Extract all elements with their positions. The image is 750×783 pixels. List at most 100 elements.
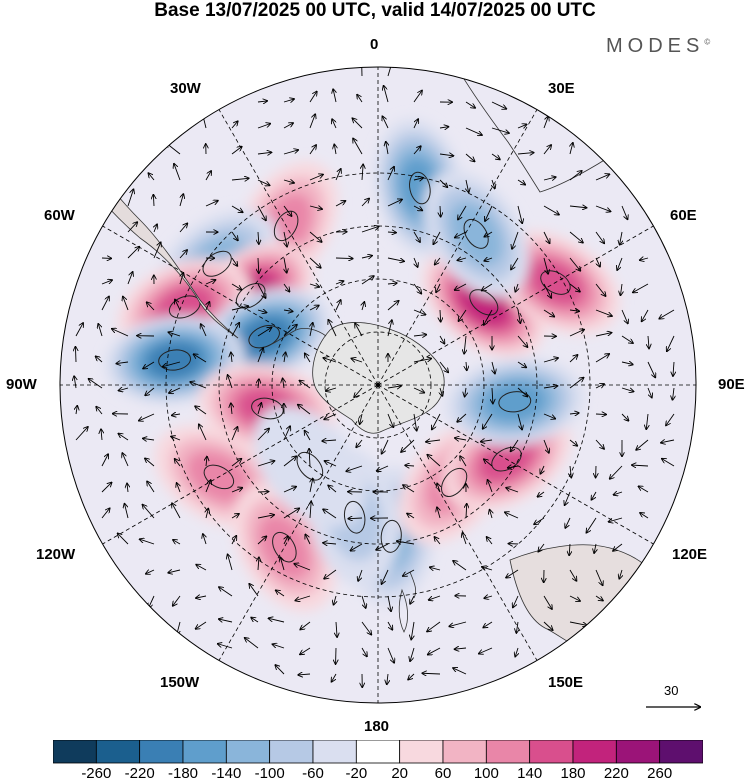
wind-arrow: [410, 595, 414, 604]
wind-arrow: [362, 164, 363, 181]
wind-arrow: [283, 378, 284, 389]
wind-arrow: [413, 283, 421, 294]
wind-arrow: [538, 543, 545, 552]
wind-arrow: [284, 231, 287, 247]
wind-arrow: [569, 231, 583, 243]
wind-arrow: [387, 67, 392, 77]
meridian-line: [218, 384, 379, 661]
wind-arrow: [413, 205, 422, 210]
wind-arrow: [413, 309, 425, 315]
wind-arrow: [143, 361, 155, 369]
wind-arrow: [147, 302, 155, 311]
wind-arrow: [387, 673, 388, 684]
wind-arrow: [429, 595, 441, 600]
wind-arrow: [199, 424, 207, 441]
graticule: [60, 67, 696, 703]
wind-arrow: [361, 276, 374, 285]
contour-line: [251, 397, 284, 420]
wind-arrow: [283, 310, 293, 311]
wind-arrow: [543, 595, 552, 609]
wind-arrow: [127, 272, 133, 285]
wind-arrow: [482, 283, 493, 291]
colorbar-segment: [355, 740, 401, 764]
wind-arrow: [171, 436, 181, 440]
wind-arrow: [283, 205, 292, 216]
wind-arrow: [257, 152, 271, 154]
wind-arrow: [257, 536, 266, 545]
colorbar-segment: [659, 740, 703, 764]
colorbar-segment: [615, 740, 661, 764]
wind-arrow: [434, 537, 441, 545]
wind-arrow: [382, 439, 389, 454]
wind-arrow: [543, 145, 551, 155]
wind-arrow: [101, 483, 112, 493]
wind-arrow: [195, 406, 207, 415]
wind-arrow: [433, 231, 441, 244]
wind-arrow: [179, 250, 187, 259]
wind-arrow: [517, 205, 522, 223]
wind-arrow: [118, 434, 129, 441]
wind-arrow: [309, 231, 322, 242]
wind-arrow: [101, 280, 112, 285]
wind-arrow: [457, 413, 467, 422]
wind-arrow: [326, 388, 337, 391]
wind-arrow: [309, 92, 317, 103]
wind-arrow: [163, 361, 181, 367]
colorbar-segment: [225, 740, 271, 764]
wind-arrow: [647, 387, 652, 398]
wind-arrow: [118, 533, 129, 545]
wind-arrow: [384, 86, 389, 103]
wind-arrow: [295, 595, 311, 601]
wind-arrow: [258, 379, 259, 389]
wind-arrow: [328, 485, 337, 493]
wind-arrow: [662, 459, 675, 467]
wind-arrow: [387, 621, 392, 630]
wind-arrow: [440, 309, 441, 322]
wind-arrow: [413, 91, 422, 103]
contour-line: [158, 349, 192, 371]
wind-arrow: [491, 101, 506, 109]
colorbar-tick-label: 20: [391, 765, 408, 782]
wind-arrow: [428, 647, 441, 655]
wind-arrow: [336, 621, 337, 637]
wind-arrow: [487, 537, 493, 545]
wind-arrow: [595, 257, 600, 267]
wind-arrow: [361, 256, 372, 258]
wind-arrow: [464, 335, 466, 354]
wind-arrow: [427, 455, 441, 467]
label-90e: 90E: [718, 376, 745, 393]
wind-arrow: [309, 175, 323, 181]
wind-arrow: [323, 543, 337, 544]
brand-name: MODES: [606, 35, 705, 57]
antarctic-peninsula: [271, 328, 327, 345]
wind-arrow: [300, 621, 311, 630]
wind-arrow: [325, 461, 337, 467]
wind-arrow: [543, 439, 549, 453]
wind-arrow: [460, 456, 467, 467]
wind-arrow: [648, 335, 649, 348]
wind-arrow: [513, 595, 519, 607]
wind-arrow: [332, 119, 337, 129]
wind-arrow: [484, 231, 493, 237]
wind-arrow: [283, 123, 293, 129]
wind-arrow: [145, 458, 155, 467]
wind-arrow: [640, 258, 649, 260]
wind-arrow: [334, 595, 336, 605]
wind-arrow: [387, 386, 401, 388]
wind-arrow: [382, 569, 389, 584]
wind-arrow: [300, 381, 311, 389]
wind-arrow: [439, 154, 453, 156]
wind-arrow: [413, 231, 420, 242]
wind-arrow: [218, 644, 233, 649]
wind-arrow: [153, 195, 154, 207]
colorbar: [53, 740, 703, 764]
wind-arrow: [323, 509, 337, 519]
wind-arrow: [505, 512, 519, 519]
new-zealand: [398, 571, 417, 633]
wind-arrow: [569, 330, 584, 337]
wind-arrow: [179, 223, 187, 233]
wind-arrow: [413, 387, 424, 393]
wind-arrow: [455, 231, 467, 238]
wind-arrow: [515, 283, 518, 292]
wind-arrow: [231, 323, 239, 337]
